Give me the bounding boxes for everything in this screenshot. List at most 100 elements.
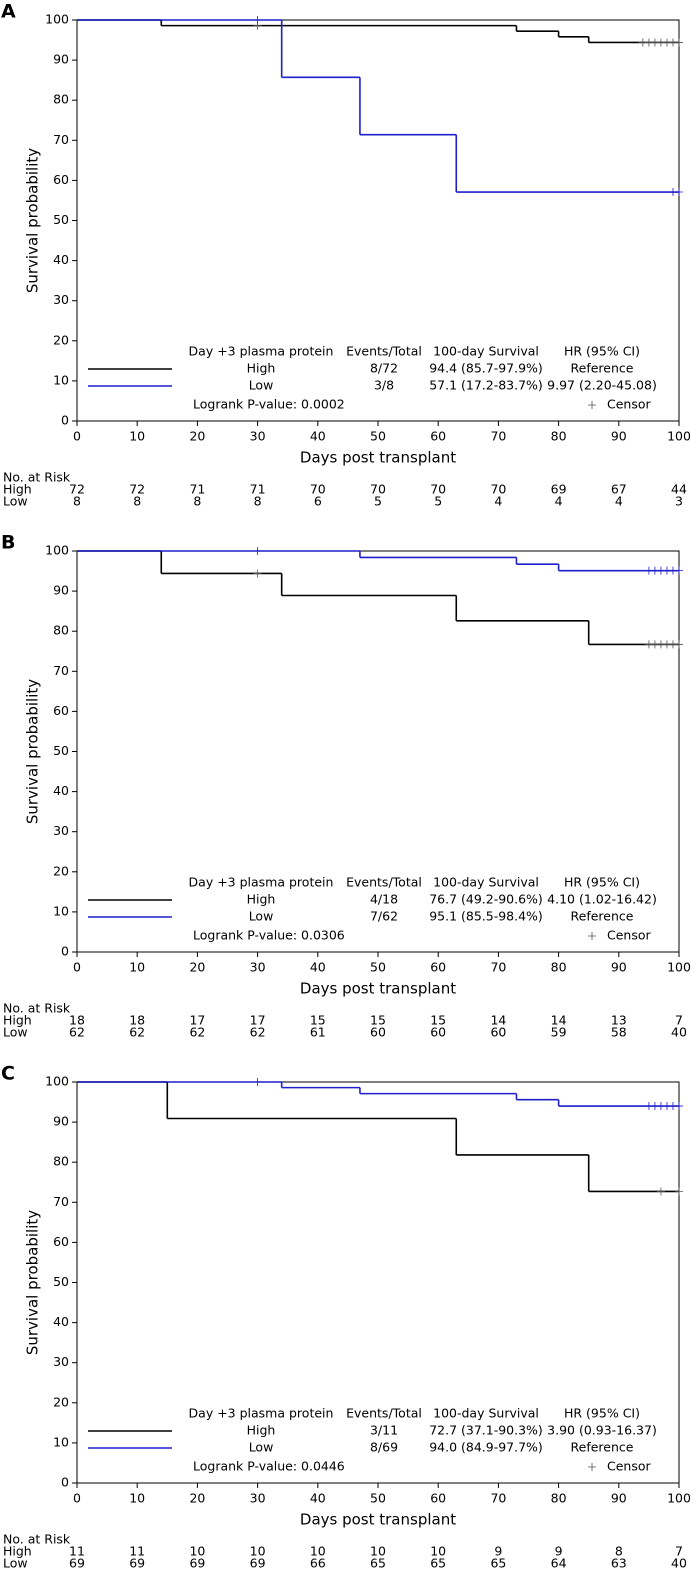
risk-count: 15: [310, 1013, 326, 1028]
risk-row-label: Low: [3, 1025, 28, 1040]
risk-count: 8: [615, 1544, 623, 1559]
risk-count: 69: [189, 1556, 205, 1571]
x-tick-label: 30: [250, 960, 266, 975]
risk-row-label: High: [3, 482, 32, 497]
censor-mark: [253, 547, 262, 555]
x-tick-label: 20: [189, 1491, 205, 1506]
legend-cell: 7/62: [370, 909, 398, 924]
risk-count: 59: [551, 1025, 567, 1040]
risk-count: 18: [129, 1013, 145, 1028]
x-tick-label: 90: [611, 960, 627, 975]
legend-cell: Low: [249, 1440, 274, 1455]
legend-header: 100-day Survival: [433, 344, 539, 359]
risk-count: 69: [129, 1556, 145, 1571]
risk-count: 62: [189, 1025, 205, 1040]
censor-legend: Censor: [607, 1459, 652, 1474]
risk-count: 9: [555, 1544, 563, 1559]
risk-count: 8: [133, 494, 141, 509]
risk-title: No. at Risk: [3, 1001, 71, 1016]
censor-mark: [656, 1187, 665, 1196]
x-tick-label: 60: [430, 429, 446, 444]
risk-count: 64: [551, 1556, 567, 1571]
logrank-pvalue: Logrank P-value: 0.0306: [193, 928, 345, 943]
risk-count: 69: [551, 482, 567, 497]
risk-title: No. at Risk: [3, 470, 71, 485]
censor-mark: [675, 640, 683, 649]
x-tick-label: 70: [490, 429, 506, 444]
legend-cell: 72.7 (37.1-90.3%): [429, 1423, 543, 1438]
risk-count: 17: [250, 1013, 266, 1028]
risk-count: 60: [430, 1025, 446, 1040]
risk-count: 69: [250, 1556, 266, 1571]
legend-header: Day +3 plasma protein: [189, 344, 334, 359]
legend-header: Events/Total: [346, 1406, 422, 1421]
risk-count: 58: [611, 1025, 627, 1040]
legend-cell: 3/8: [374, 378, 394, 393]
y-tick-label: 20: [53, 863, 69, 878]
risk-count: 62: [250, 1025, 266, 1040]
x-tick-label: 0: [73, 960, 81, 975]
risk-count: 4: [494, 494, 502, 509]
y-tick-label: 0: [61, 413, 69, 428]
risk-count: 72: [129, 482, 145, 497]
y-tick-label: 10: [53, 903, 69, 918]
risk-row-label: Low: [3, 1556, 28, 1571]
y-tick-label: 100: [45, 543, 69, 558]
legend-cell: 4/18: [370, 892, 398, 907]
risk-row-label: High: [3, 1013, 32, 1028]
x-axis-title: Days post transplant: [300, 449, 456, 467]
y-tick-label: 10: [53, 1434, 69, 1449]
risk-count: 11: [69, 1544, 85, 1559]
risk-count: 15: [370, 1013, 386, 1028]
censor-mark: [253, 1078, 262, 1086]
risk-count: 62: [129, 1025, 145, 1040]
risk-count: 13: [611, 1013, 627, 1028]
legend-cell: 94.4 (85.7-97.9%): [429, 361, 543, 376]
y-axis-title: Survival probability: [24, 679, 42, 824]
y-tick-label: 20: [53, 332, 69, 347]
legend-cell: 57.1 (17.2-83.7%): [429, 378, 543, 393]
y-tick-label: 40: [53, 252, 69, 267]
y-tick-label: 100: [45, 12, 69, 27]
risk-count: 10: [310, 1544, 326, 1559]
risk-count: 4: [555, 494, 563, 509]
risk-count: 9: [494, 1544, 502, 1559]
censor-legend: Censor: [607, 397, 652, 412]
risk-count: 60: [490, 1025, 506, 1040]
x-tick-label: 10: [129, 960, 145, 975]
logrank-pvalue: Logrank P-value: 0.0446: [193, 1459, 345, 1474]
risk-count: 7: [675, 1544, 683, 1559]
censor-mark: [675, 1102, 683, 1111]
risk-count: 10: [250, 1544, 266, 1559]
legend-header: HR (95% CI): [564, 875, 640, 890]
y-tick-label: 30: [53, 1354, 69, 1369]
x-tick-label: 40: [310, 1491, 326, 1506]
risk-count: 63: [611, 1556, 627, 1571]
risk-count: 8: [73, 494, 81, 509]
risk-count: 3: [675, 494, 683, 509]
risk-count: 44: [671, 482, 687, 497]
x-tick-label: 50: [370, 429, 386, 444]
x-tick-label: 50: [370, 1491, 386, 1506]
panel-label: C: [1, 1063, 15, 1085]
risk-count: 66: [310, 1556, 326, 1571]
y-tick-label: 50: [53, 743, 69, 758]
risk-count: 10: [430, 1544, 446, 1559]
x-tick-label: 70: [490, 960, 506, 975]
risk-count: 70: [430, 482, 446, 497]
y-tick-label: 80: [53, 623, 69, 638]
risk-count: 61: [310, 1025, 326, 1040]
censor-legend-mark: [588, 932, 596, 940]
legend-cell: Low: [249, 909, 274, 924]
censor-legend: Censor: [607, 928, 652, 943]
legend-cell: Reference: [571, 1440, 634, 1455]
risk-count: 14: [490, 1013, 506, 1028]
y-tick-label: 90: [53, 583, 69, 598]
y-tick-label: 30: [53, 823, 69, 838]
y-tick-label: 10: [53, 372, 69, 387]
y-tick-label: 30: [53, 292, 69, 307]
y-tick-label: 100: [45, 1074, 69, 1089]
y-tick-label: 60: [53, 1234, 69, 1249]
risk-count: 65: [430, 1556, 446, 1571]
